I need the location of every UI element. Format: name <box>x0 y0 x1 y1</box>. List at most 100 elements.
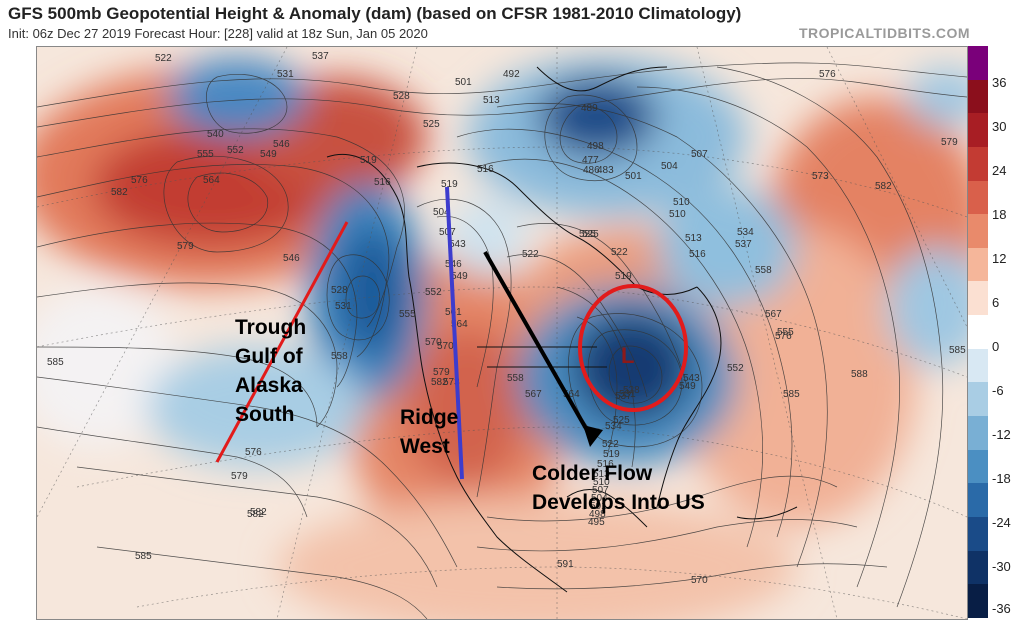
contour-label: 582 <box>875 181 892 192</box>
contour-label: 588 <box>851 369 868 380</box>
contour-label: 516 <box>689 249 706 260</box>
contour-label: 507 <box>592 485 609 496</box>
flow-arrow-head <box>583 425 603 447</box>
coastlines <box>326 66 798 593</box>
contour-label: 567 <box>525 389 542 400</box>
weather-map: 522 531 537 540 546 549 555 552 564 576 … <box>36 46 968 620</box>
contour-label: 564 <box>203 175 220 186</box>
flow-arrow-line <box>483 251 594 440</box>
contour-label: 555 <box>399 309 416 320</box>
ridge-axis-line <box>445 186 464 480</box>
contour-label: 498 <box>589 509 606 520</box>
colorbar-tick: -36 <box>992 601 1011 616</box>
colorbar-tick: 30 <box>992 119 1007 134</box>
contour-label: 525 <box>579 229 596 240</box>
colorbar-tick: 36 <box>992 75 1007 90</box>
contour-label: 576 <box>131 175 148 186</box>
contour-label: 570 <box>691 575 708 586</box>
colorbar-tick: 24 <box>992 163 1007 178</box>
contour-label: 579 <box>231 471 248 482</box>
colorbar-segment <box>968 416 988 450</box>
colorbar-segment <box>968 146 988 181</box>
map-title: GFS 500mb Geopotential Height & Anomaly … <box>8 4 742 23</box>
ridge-line-1: Ridge <box>400 406 459 429</box>
contour-label: 531 <box>277 69 294 80</box>
colorbar-segment <box>968 247 988 282</box>
colorbar-segment <box>968 483 988 517</box>
contour-label: 576 <box>819 69 836 80</box>
contour-label: 486 <box>583 165 600 176</box>
contour-label: 501 <box>590 501 607 512</box>
contour-label: 531 <box>335 301 352 312</box>
contour-label: 522 <box>155 53 172 64</box>
colder-line-1: Colder Flow <box>532 462 653 485</box>
colorbar-tick: -18 <box>992 471 1011 486</box>
colorbar-segment <box>968 315 988 349</box>
contour-label: 492 <box>503 69 520 80</box>
colorbar-segment <box>968 281 988 316</box>
contour-label: 585 <box>135 551 152 562</box>
contour-label: 576 <box>245 447 262 458</box>
trough-line-2: Gulf of <box>235 345 303 368</box>
contour-label: 504 <box>591 493 608 504</box>
contour-label: 528 <box>331 285 348 296</box>
trough-line-4: South <box>235 403 295 426</box>
contour-label: 528 <box>393 91 410 102</box>
contour-label: 513 <box>685 233 702 244</box>
colorbar-segment <box>968 113 988 147</box>
colorbar-segment <box>968 550 988 585</box>
colorbar-segment <box>968 46 988 80</box>
contour-label: 510 <box>673 197 690 208</box>
contour-label: 510 <box>669 209 686 220</box>
brand-watermark: TROPICALTIDBITS.COM <box>798 25 970 41</box>
contour-label: 498 <box>587 141 604 152</box>
contour-label: 510 <box>593 477 610 488</box>
contour-label: 522 <box>602 439 619 450</box>
contour-label: 507 <box>691 149 708 160</box>
contour-label: 501 <box>455 77 472 88</box>
contour-label: 513 <box>483 95 500 106</box>
contour-label: 552 <box>425 287 442 298</box>
colorbar-tick: 18 <box>992 207 1007 222</box>
colder-flow-annotation: Colder Flow Develops Into US <box>532 459 705 517</box>
trough-line-1: Trough <box>235 316 307 339</box>
contour-label: 546 <box>445 259 462 270</box>
trough-axis-line <box>215 221 349 463</box>
contour-label: 519 <box>603 449 620 460</box>
header: GFS 500mb Geopotential Height & Anomaly … <box>0 0 1024 46</box>
contour-label: 558 <box>331 351 348 362</box>
colorbar-tick: -30 <box>992 559 1011 574</box>
contour-label: 483 <box>597 165 614 176</box>
contour-label: 549 <box>679 381 696 392</box>
contour-label: 504 <box>661 161 678 172</box>
colorbar-segment <box>968 584 988 618</box>
contour-label: 516 <box>477 164 494 175</box>
colder-line-2: Develops Into US <box>532 491 705 514</box>
contour-label: 525 <box>423 119 440 130</box>
contour-label: 519 <box>615 271 632 282</box>
contour-label: 570 <box>425 337 442 348</box>
low-circle <box>578 284 688 412</box>
contour-label: 582 <box>250 507 267 518</box>
contour-label: 579 <box>433 367 450 378</box>
contour-label: 489 <box>581 103 598 114</box>
contour-label: 534 <box>605 421 622 432</box>
contour-label: 576 <box>775 331 792 342</box>
contour-label: 546 <box>283 253 300 264</box>
height-contours <box>37 62 967 619</box>
contour-label: 522 <box>522 249 539 260</box>
contour-label: 567 <box>765 309 782 320</box>
contour-label: 543 <box>449 239 466 250</box>
trough-line-3: Alaska <box>235 374 303 397</box>
colorbar-segment <box>968 382 988 417</box>
latlon-grid <box>37 47 967 619</box>
colorbar-segment <box>968 79 988 114</box>
contour-label: 591 <box>557 559 574 570</box>
colorbar-segment <box>968 180 988 215</box>
contour-label: 555 <box>777 327 794 338</box>
contour-label: 570 <box>437 341 454 352</box>
contour-label: 558 <box>507 373 524 384</box>
contour-label: 564 <box>451 319 468 330</box>
contour-label: 549 <box>260 149 277 160</box>
contour-label: 585 <box>47 357 64 368</box>
